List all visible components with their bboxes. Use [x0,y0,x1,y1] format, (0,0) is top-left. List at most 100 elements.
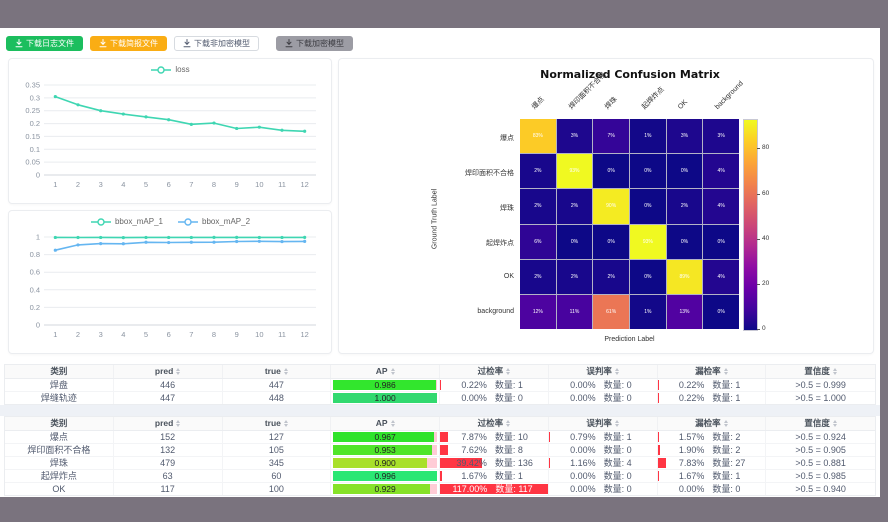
over-detect-rate-cell: 117.00% 数量: 117 [440,483,549,495]
misjudge-rate-cell: 0.79% 数量: 1 [548,431,658,443]
pred-cell: 117 [114,483,223,495]
svg-text:4: 4 [121,180,125,189]
miss-rate-bar [657,458,666,468]
column-header-误判率: 误判率 [549,365,658,378]
svg-text:0.1: 0.1 [30,145,40,154]
ap-cell: 0.900 [331,457,440,469]
miss-rate-text: 1.90% 数量: 2 [658,444,766,456]
matrix-cell: 13% [666,294,703,329]
ap-cell: 0.967 [331,431,440,443]
sort-icon[interactable] [176,420,181,427]
ap-bar [333,484,430,494]
matrix-cell-value: 2% [570,273,579,280]
matrix-cell: 61% [593,294,629,329]
toolbar-button-download-unencrypted-model[interactable]: 下载非加密模型 [174,36,259,51]
confidence-cell: >0.5 = 0.940 [795,484,846,494]
ap-bar [333,380,436,390]
column-header-label: pred [154,418,174,428]
ap-cell: 1.000 [331,392,440,404]
svg-text:1: 1 [36,233,40,242]
column-header-label: 误判率 [586,418,612,428]
matrix-row-label: OK [503,272,514,280]
matrix-cell-value: 13% [679,308,690,315]
miss-rate-cell: 1.57% 数量: 2 [657,431,767,443]
column-header-label: 误判率 [586,366,612,376]
category-cell: 焊盘 [5,379,114,391]
toolbar-button-download-report-file[interactable]: 下载简报文件 [90,36,167,51]
table-row: 起焊炸点 63 60 0.996 1.67% 数量: 1 0.00% 数量: 0 1.67% 数量… [5,470,875,483]
matrix-row-label: 起焊炸点 [486,239,514,247]
sort-icon[interactable] [283,368,288,375]
misjudge-rate-text: 0.00% 数量: 0 [549,470,657,482]
miss-rate-bar [657,432,660,442]
rate-percent: 1.16% [570,458,596,468]
ap-bar [333,471,437,481]
sort-icon[interactable] [176,368,181,375]
rate-count: 数量: 1 [603,432,632,442]
column-header-pred: pred [114,417,223,430]
matrix-cell: 4% [703,189,739,224]
svg-text:2: 2 [76,180,80,189]
misjudge-rate-text: 1.16% 数量: 4 [549,457,657,469]
confusion-matrix-grid: 83% 3% 7% 1% 3% 3% 2% 93% 0% 0% 0% 4% 2% 2% 90% 0% 2% 4% 6… [520,119,739,329]
matrix-cell-value: 0% [644,273,652,280]
column-header-AP: AP [331,365,440,378]
table-row: 焊印面积不合格 132 105 0.953 7.62% 数量: 8 0.00% 数量: 0 1.… [5,444,875,457]
svg-text:0.05: 0.05 [25,158,40,167]
sort-icon[interactable] [832,368,837,375]
sort-icon[interactable] [723,368,728,375]
miss-rate-bar [657,393,659,403]
colorbar-tick-label: 60 [762,189,770,197]
rate-percent: 0.00% [570,445,596,455]
legend-item-bbox_mAP_2[interactable]: bbox_mAP_2 [177,217,250,227]
matrix-cell-value: 3% [680,133,689,140]
matrix-cell: 0% [593,154,629,189]
svg-text:5: 5 [144,330,148,339]
misjudge-rate-cell: 0.00% 数量: 0 [549,483,658,495]
sort-icon[interactable] [614,420,619,427]
sort-icon[interactable] [506,420,511,427]
matrix-cell-value: 2% [607,273,615,280]
sort-icon[interactable] [832,420,837,427]
ap-value: 1.000 [374,393,396,403]
ap-cell: 0.986 [331,379,440,391]
sort-icon[interactable] [283,420,288,427]
svg-text:9: 9 [235,330,239,339]
column-header-label: 置信度 [804,418,830,428]
rate-percent: 1.67% [678,471,705,481]
ap-bar-track [333,432,437,442]
metrics-table-2: 类别 pred true AP 过检率 误判率 漏检率 置信度 爆点 152 127 0.967 7.8… [4,416,876,496]
toolbar-button-download-encrypted-model[interactable]: 下载加密模型 [276,36,353,51]
over-detect-rate-bar [440,445,449,455]
matrix-cell-value: 4% [717,273,725,280]
true-cell: 60 [223,470,332,482]
sort-icon[interactable] [506,368,511,375]
true-cell: 127 [223,431,332,443]
column-header-置信度: 置信度 [766,365,875,378]
sort-icon[interactable] [723,420,728,427]
rate-count: 数量: 0 [603,380,632,390]
misjudge-rate-cell: 0.00% 数量: 0 [549,470,658,482]
colorbar-tick-label: 40 [762,234,770,242]
matrix-cell: 3% [666,119,703,154]
matrix-cell: 0% [666,224,703,259]
rate-percent: 7.87% [461,432,487,442]
sort-icon[interactable] [390,368,395,375]
legend-line-icon [151,65,172,74]
over-detect-rate-cell: 39.42% 数量: 136 [440,457,549,469]
sort-icon[interactable] [614,368,619,375]
matrix-cell-value: 6% [534,238,542,245]
matrix-row-label: 焊印面积不合格 [465,169,514,177]
sort-icon[interactable] [390,420,395,427]
over-detect-rate-cell: 7.87% 数量: 10 [440,431,549,443]
rate-percent: 0.00% [570,380,596,390]
column-header-label: 漏检率 [695,418,721,428]
rate-percent: 0.00% [461,393,487,403]
legend-item-loss[interactable]: loss [150,65,190,75]
rate-percent: 0.00% [570,484,596,494]
column-header-label: AP [375,418,388,428]
toolbar-button-download-log-file[interactable]: 下载日志文件 [6,36,83,51]
legend-item-bbox_mAP_1[interactable]: bbox_mAP_1 [90,217,163,227]
over-detect-rate-bar [440,458,483,468]
matrix-cell: 2% [666,189,703,224]
